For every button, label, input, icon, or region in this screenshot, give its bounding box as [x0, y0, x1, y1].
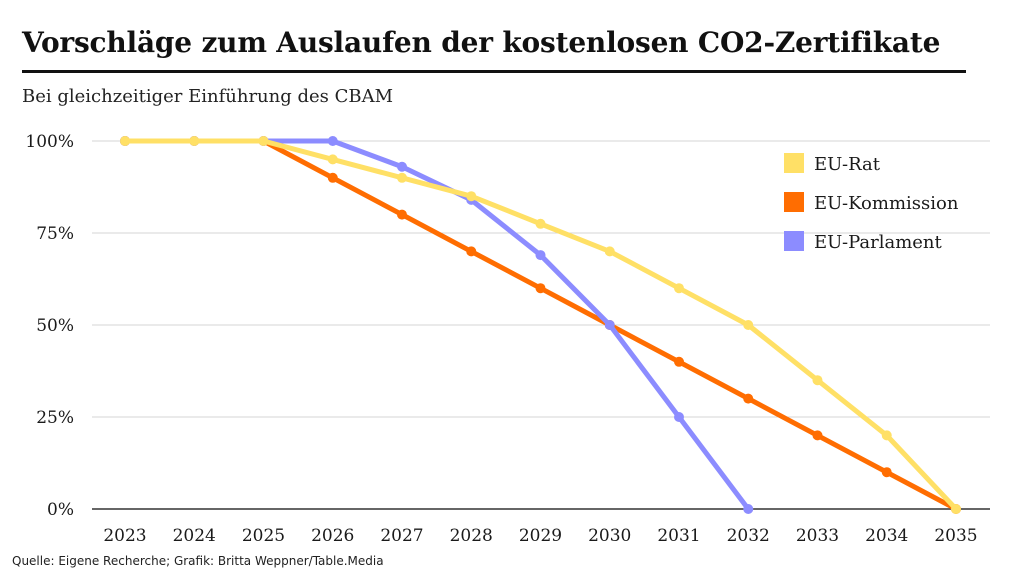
data-point-eu-parlament	[327, 136, 338, 146]
x-tick-label: 2032	[727, 526, 770, 546]
x-tick-label: 2035	[934, 526, 977, 546]
chart-subtitle: Bei gleichzeitiger Einführung des CBAM	[22, 86, 394, 107]
x-tick-label: 2023	[103, 526, 146, 546]
data-point-eu-rat	[674, 283, 684, 294]
data-point-eu-rat	[535, 218, 546, 229]
data-point-eu-rat	[120, 136, 130, 146]
data-point-eu-kommission	[466, 246, 477, 257]
data-point-eu-kommission	[674, 356, 684, 367]
data-point-eu-rat	[466, 191, 477, 202]
y-tick-label: 25%	[36, 408, 74, 428]
data-point-eu-parlament	[397, 161, 407, 172]
data-point-eu-kommission	[881, 467, 892, 478]
data-point-eu-kommission	[397, 209, 407, 220]
y-axis-labels: 0% 25% 50% 75% 100%	[25, 132, 74, 520]
legend-swatch	[784, 192, 804, 212]
x-tick-label: 2030	[588, 526, 631, 546]
legend-label: EU-Kommission	[814, 193, 959, 214]
data-point-eu-parlament	[743, 504, 754, 514]
data-point-eu-rat	[951, 504, 961, 514]
data-point-eu-kommission	[535, 283, 546, 294]
title-underline	[22, 70, 966, 73]
y-tick-label: 0%	[47, 500, 74, 520]
x-tick-label: 2026	[311, 526, 354, 546]
legend-label: EU-Parlament	[814, 232, 943, 253]
y-tick-label: 100%	[25, 132, 74, 152]
data-point-eu-parlament	[604, 320, 615, 330]
y-tick-label: 50%	[36, 316, 74, 336]
data-point-eu-rat	[604, 246, 615, 257]
x-tick-label: 2028	[450, 526, 493, 546]
data-point-eu-rat	[812, 375, 823, 386]
data-point-eu-parlament	[674, 412, 684, 422]
series-lines	[120, 136, 961, 514]
data-point-eu-rat	[743, 320, 754, 330]
x-tick-label: 2029	[519, 526, 562, 546]
x-axis-labels: 2023 2024 2025 2026 2027 2028 2029 2030 2031 2032…	[103, 526, 977, 546]
data-point-eu-kommission	[327, 172, 338, 183]
x-tick-label: 2024	[173, 526, 216, 546]
data-point-eu-rat	[397, 172, 407, 183]
chart-title: Vorschläge zum Auslaufen der kostenlosen…	[22, 26, 941, 59]
x-tick-label: 2031	[657, 526, 700, 546]
legend-swatch	[784, 153, 804, 173]
source-note: Quelle: Eigene Recherche; Grafik: Britta…	[12, 554, 384, 568]
data-point-eu-rat	[327, 154, 338, 165]
data-point-eu-kommission	[812, 430, 823, 441]
data-point-eu-rat	[189, 136, 200, 146]
data-point-eu-parlament	[535, 250, 546, 261]
legend: EU-Rat EU-Kommission EU-Parlament	[784, 153, 959, 253]
x-tick-label: 2025	[242, 526, 285, 546]
x-tick-label: 2027	[380, 526, 423, 546]
series-eu-rat	[120, 136, 961, 514]
data-point-eu-rat	[881, 430, 892, 441]
x-tick-label: 2034	[865, 526, 908, 546]
legend-swatch	[784, 231, 804, 251]
x-tick-label: 2033	[796, 526, 839, 546]
legend-label: EU-Rat	[814, 154, 881, 175]
y-tick-label: 75%	[36, 224, 74, 244]
data-point-eu-rat	[258, 136, 269, 146]
data-point-eu-kommission	[743, 393, 754, 404]
